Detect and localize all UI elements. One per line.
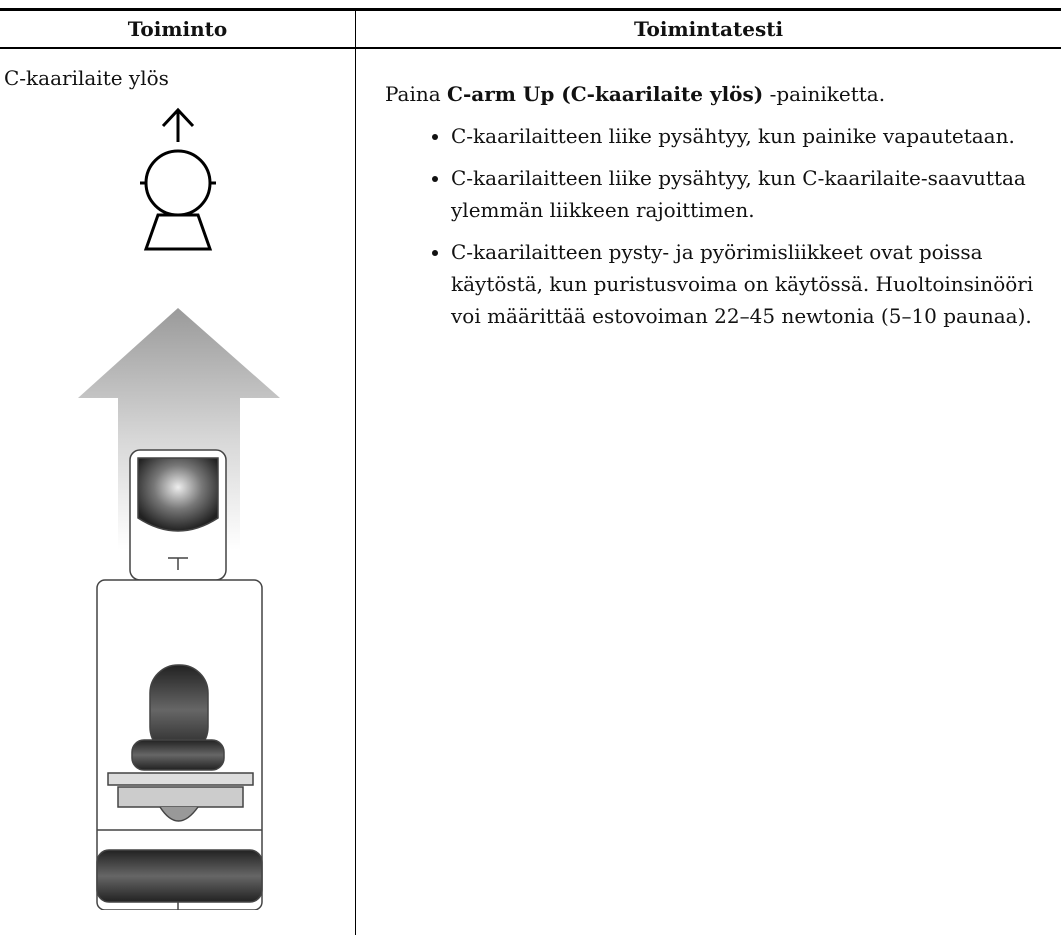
illustration: [78, 107, 280, 910]
button-name: C-arm Up (C-kaarilaite ylös): [447, 82, 764, 106]
instruction-tail: -painiketta.: [769, 82, 886, 106]
bullet-item: C-kaarilaitteen liike pysähtyy, kun pain…: [451, 120, 1057, 152]
table-header: Toiminto Toimintatesti: [0, 8, 1061, 49]
bullet-item: C-kaarilaitteen pysty- ja pyörimisliikke…: [451, 236, 1057, 332]
instruction: Paina C-arm Up (C-kaarilaite ylös) -pain…: [385, 78, 1057, 110]
instruction-lead: Paina: [385, 82, 441, 106]
bullet-list: C-kaarilaitteen liike pysähtyy, kun pain…: [385, 120, 1057, 332]
test-cell: Paina C-arm Up (C-kaarilaite ylös) -pain…: [385, 78, 1057, 342]
header-cell: Toiminto: [127, 17, 228, 41]
column-divider: [355, 8, 356, 935]
bullet-item: C-kaarilaitteen liike pysähtyy, kun C-ka…: [451, 162, 1057, 226]
action-label: C-kaarilaite ylös: [4, 66, 169, 90]
header-cell: Toimintatesti: [633, 17, 784, 41]
